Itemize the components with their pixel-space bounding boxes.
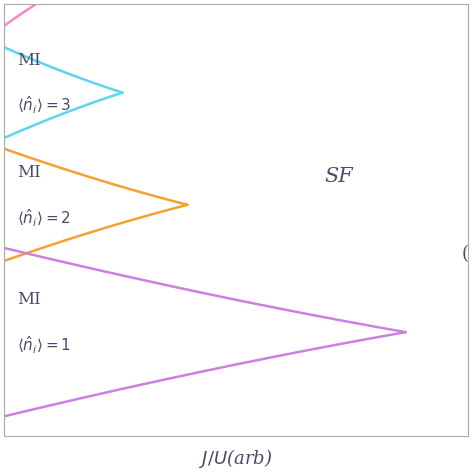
Text: SF: SF [324,167,353,186]
Text: $\langle \hat{n}_i \rangle = 1$: $\langle \hat{n}_i \rangle = 1$ [17,334,71,356]
X-axis label: $J/U$(arb): $J/U$(arb) [200,447,273,470]
Text: (: ( [461,246,468,264]
Text: $\langle \hat{n}_i \rangle = 2$: $\langle \hat{n}_i \rangle = 2$ [17,207,71,228]
Text: MI: MI [17,164,41,181]
Text: $\langle \hat{n}_i \rangle = 3$: $\langle \hat{n}_i \rangle = 3$ [17,95,72,117]
Text: MI: MI [17,52,41,69]
Text: MI: MI [17,292,41,309]
